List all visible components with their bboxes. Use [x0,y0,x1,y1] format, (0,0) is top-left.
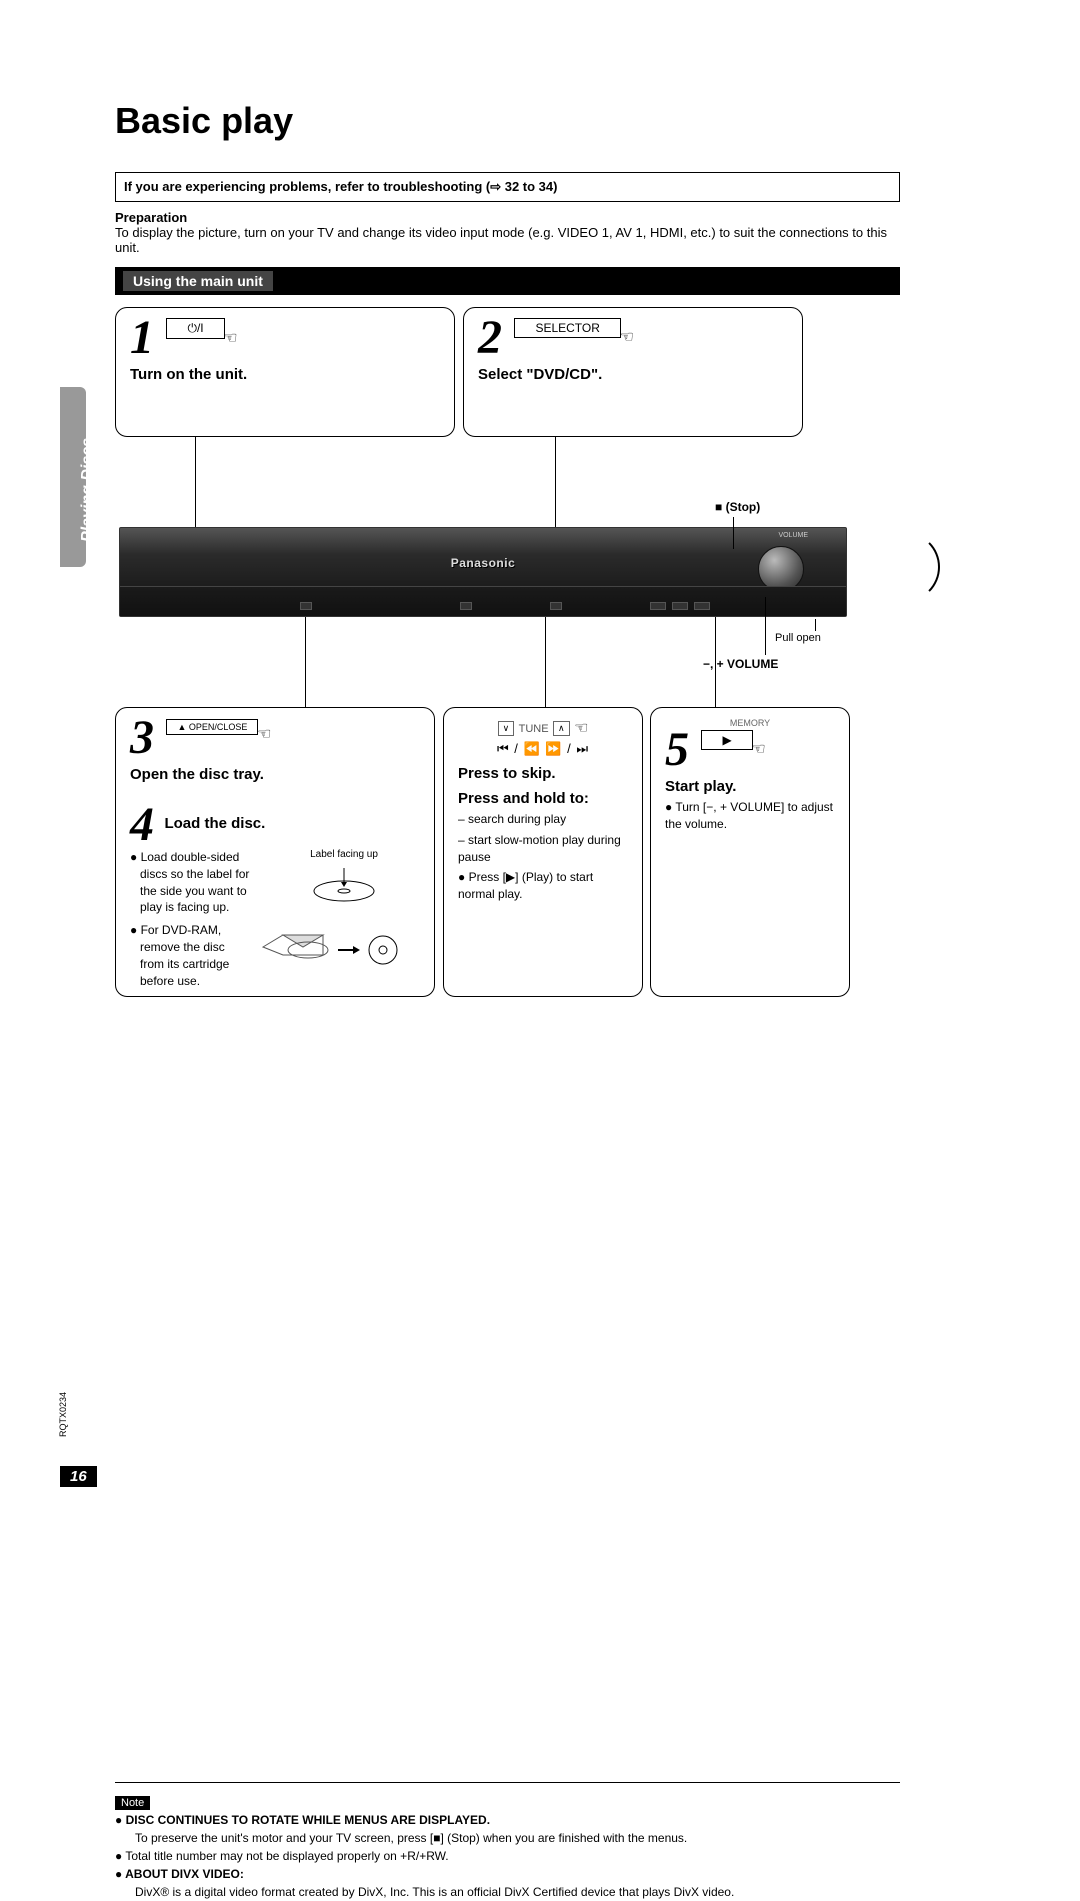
play-button-label: ▶ ☜ [701,730,752,750]
leader-line [305,617,306,707]
press-hold-title: Press and hold to: [458,790,628,807]
step-2-box: 2 SELECTOR ☜ Select "DVD/CD". [463,307,803,437]
open-close-text: OPEN/CLOSE [189,722,248,732]
brand-label: Panasonic [451,556,516,570]
memory-label: MEMORY [665,718,835,728]
lower-panel [120,586,846,616]
leader-line [715,617,716,707]
step-1-box: 1 ⏻/I ☜ Turn on the unit. [115,307,455,437]
page-number: 16 [60,1466,97,1487]
pull-open-arc-icon [870,532,940,602]
section-title: Using the main unit [133,273,263,289]
side-tab-text: Playing Discs [79,438,97,542]
step-4-bullet-1: ● Load double-sided discs so the label f… [130,849,260,916]
selector-button-label: SELECTOR ☜ [514,318,620,338]
note-2: ● Total title number may not be displaye… [115,1847,900,1865]
press-skip-title: Press to skip. [458,765,628,782]
note-3-heading: ● ABOUT DIVX VIDEO: [115,1865,900,1883]
panel-button [460,602,472,610]
player-unit-image: Panasonic VOLUME [119,527,847,617]
step-5-title: Start play. [665,778,835,795]
skip-line-2: – start slow-motion play during pause [458,832,628,866]
eject-icon: ▲ [177,722,186,732]
cartridge-disc-icon [258,922,408,972]
section-bar: Using the main unit [115,267,900,295]
power-button-text: ⏻/I [187,321,203,335]
note-1-heading: ● DISC CONTINUES TO ROTATE WHILE MENUS A… [115,1811,900,1829]
troubleshooting-box: If you are experiencing problems, refer … [115,172,900,202]
skip-icons: ⏮ / ⏪ ⏩ / ⏭ [458,741,628,757]
leader-line [733,517,734,549]
panel-button [300,602,312,610]
step-4-number: 4 [130,805,154,845]
stop-annotation: ■ (Stop) [715,500,760,514]
tune-skip-box: ∨ TUNE ∧ ☜ ⏮ / ⏪ ⏩ / ⏭ Press to skip. Pr… [443,707,643,997]
open-close-button-label: ▲ OPEN/CLOSE ☜ [166,719,258,735]
divider [115,1782,900,1783]
step-1-title: Turn on the unit. [130,366,440,383]
tune-down-icon: ∨ [498,721,515,736]
play-icon: ▶ [722,733,731,747]
tune-up-icon: ∧ [553,721,570,736]
leader-line [765,597,766,655]
leader-line [545,617,546,707]
step-3-number: 3 [130,718,154,758]
preparation-label: Preparation [115,210,1020,225]
hand-pointer-icon: ☜ [223,328,237,348]
side-tab: Playing Discs [60,387,86,567]
main-diagram: Playing Discs 1 ⏻/I ☜ Turn on the unit. … [115,307,900,1047]
hand-pointer-icon: ☜ [620,327,634,347]
panel-button [650,602,666,610]
note-label: Note [115,1796,150,1810]
volume-text-label: VOLUME [778,532,808,539]
page-title: Basic play [115,100,1020,142]
step-5-box: MEMORY 5 ▶ ☜ Start play. ● Turn [−, + VO… [650,707,850,997]
panel-button [550,602,562,610]
note-3-text: DivX® is a digital video format created … [115,1883,900,1901]
step-2-number: 2 [478,318,502,358]
step-5-line-1: ● Turn [−, + VOLUME] to adjust the volum… [665,799,835,833]
doc-code: RQTX0234 [58,1392,68,1437]
pull-open-annotation: Pull open [775,632,821,644]
step-5-number: 5 [665,730,689,770]
step-1-number: 1 [130,318,154,358]
selector-button-text: SELECTOR [535,321,599,335]
preparation-text: To display the picture, turn on your TV … [115,225,900,255]
hand-pointer-icon: ☜ [257,724,271,744]
skip-line-1: – search during play [458,811,628,828]
step-4-title: Load the disc. [164,815,265,832]
hand-pointer-icon: ☜ [751,739,765,759]
panel-button [694,602,710,610]
step-3-4-box: 3 ▲ OPEN/CLOSE ☜ Open the disc tray. 4 L… [115,707,435,997]
disc-tray-icon [309,866,379,906]
label-facing-text: Label facing up [268,849,420,860]
step-3-title: Open the disc tray. [130,766,420,783]
note-1-text: To preserve the unit's motor and your TV… [115,1829,900,1847]
power-button-label: ⏻/I ☜ [166,318,224,339]
note-list: ● DISC CONTINUES TO ROTATE WHILE MENUS A… [115,1811,900,1901]
skip-line-3: ● Press [▶] (Play) to start normal play. [458,869,628,903]
step-4-bullet-2: ● For DVD-RAM, remove the disc from its … [130,922,250,989]
tune-label: TUNE [519,723,549,735]
panel-button [672,602,688,610]
leader-line [815,619,816,631]
step-2-title: Select "DVD/CD". [478,366,788,383]
hand-pointer-icon: ☜ [574,720,588,737]
